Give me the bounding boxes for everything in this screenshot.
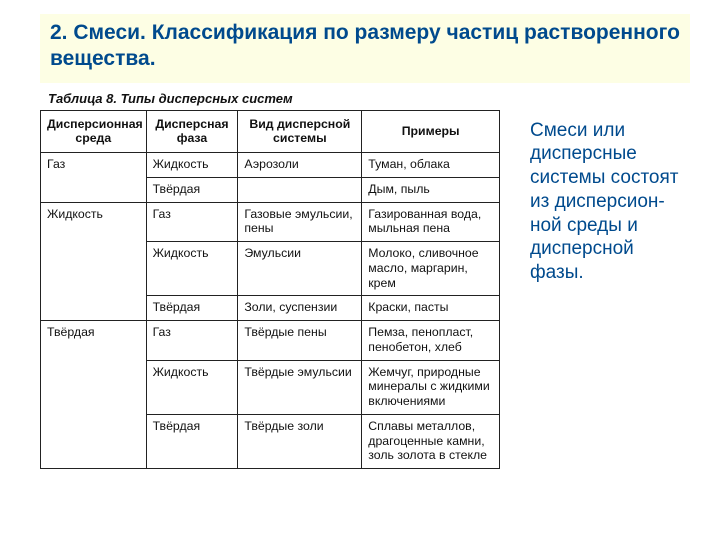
title-band: 2. Смеси. Классификация по размеру части…	[40, 14, 690, 83]
dispersion-table: Дисперсионная среда Дисперсная фаза Вид …	[40, 110, 500, 470]
cell-examples: Молоко, сливочное масло, маргарин, крем	[362, 242, 500, 296]
cell-medium: Газ	[41, 153, 147, 203]
table-header-row: Дисперсионная среда Дисперсная фаза Вид …	[41, 110, 500, 153]
col-header: Дисперсионная среда	[41, 110, 147, 153]
cell-examples: Пемза, пенопласт, пенобетон, хлеб	[362, 321, 500, 361]
cell-examples: Сплавы металлов, драгоценные камни, золь…	[362, 414, 500, 468]
cell-kind: Твёрдые золи	[238, 414, 362, 468]
cell-medium: Твёрдая	[41, 321, 147, 469]
table-row: ТвёрдаяГазТвёрдые пеныПемза, пенопласт, …	[41, 321, 500, 361]
cell-phase: Жидкость	[146, 360, 238, 414]
cell-phase: Жидкость	[146, 153, 238, 178]
slide: 2. Смеси. Классификация по размеру части…	[0, 0, 720, 540]
cell-examples: Дым, пыль	[362, 177, 500, 202]
page-title: 2. Смеси. Классификация по размеру части…	[50, 20, 680, 73]
cell-kind: Газовые эмульсии, пены	[238, 202, 362, 242]
cell-kind: Аэрозоли	[238, 153, 362, 178]
table-row: ГазЖидкостьАэрозолиТуман, облака	[41, 153, 500, 178]
content-row: Таблица 8. Типы дисперсных систем Диспер…	[40, 89, 690, 470]
cell-phase: Жидкость	[146, 242, 238, 296]
cell-kind: Эмульсии	[238, 242, 362, 296]
cell-examples: Краски, пасты	[362, 296, 500, 321]
cell-medium: Жидкость	[41, 202, 147, 321]
cell-phase: Газ	[146, 321, 238, 361]
cell-phase: Твёрдая	[146, 296, 238, 321]
cell-phase: Газ	[146, 202, 238, 242]
side-explanation: Смеси или дисперсные системы состоят из …	[530, 119, 690, 285]
cell-examples: Туман, облака	[362, 153, 500, 178]
cell-phase: Твёрдая	[146, 414, 238, 468]
cell-examples: Газированная вода, мыльная пена	[362, 202, 500, 242]
cell-kind: Твёрдые эмульсии	[238, 360, 362, 414]
cell-kind: Твёрдые пены	[238, 321, 362, 361]
cell-examples: Жемчуг, природные минералы с жидкими вкл…	[362, 360, 500, 414]
cell-kind	[238, 177, 362, 202]
table-body: ГазЖидкостьАэрозолиТуман, облакаТвёрдаяД…	[41, 153, 500, 469]
cell-kind: Золи, суспензии	[238, 296, 362, 321]
col-header: Вид дисперсной системы	[238, 110, 362, 153]
col-header: Примеры	[362, 110, 500, 153]
col-header: Дисперсная фаза	[146, 110, 238, 153]
cell-phase: Твёрдая	[146, 177, 238, 202]
table-wrap: Таблица 8. Типы дисперсных систем Диспер…	[40, 89, 500, 470]
table-row: ЖидкостьГазГазовые эмульсии, пеныГазиров…	[41, 202, 500, 242]
table-caption: Таблица 8. Типы дисперсных систем	[48, 91, 500, 106]
